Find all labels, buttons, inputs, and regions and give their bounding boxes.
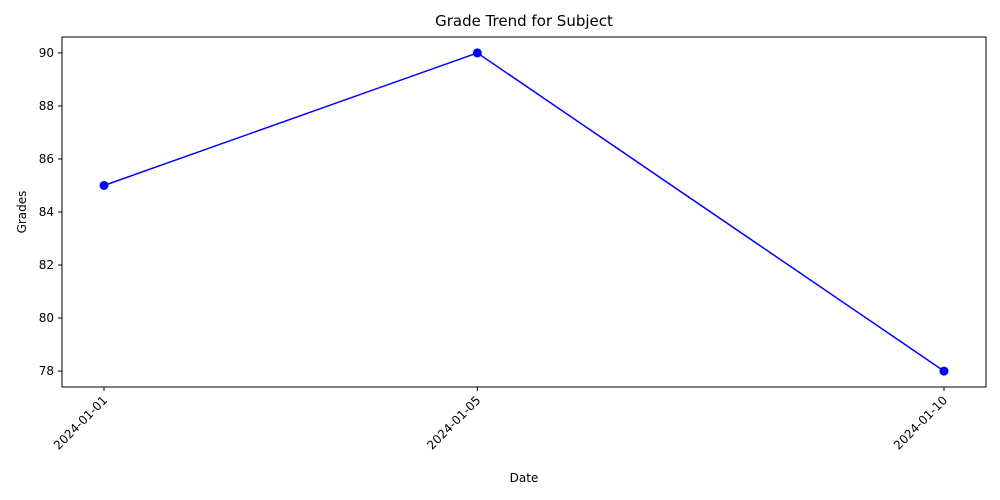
y-axis: 78 80 82 84 86 88 90	[39, 46, 62, 378]
y-tick-label: 84	[39, 205, 54, 219]
y-tick-label: 80	[39, 311, 54, 325]
data-point	[99, 180, 109, 190]
data-point	[939, 366, 949, 376]
plot-area	[61, 36, 987, 388]
x-tick-label: 2024-01-01	[51, 393, 110, 452]
x-axis: 2024-01-01 2024-01-05 2024-01-10	[51, 387, 950, 452]
x-tick-label: 2024-01-05	[424, 393, 483, 452]
y-tick-label: 90	[39, 46, 54, 60]
x-axis-label: Date	[510, 471, 539, 485]
plot-frame	[61, 36, 987, 388]
y-tick-label: 82	[39, 258, 54, 272]
y-tick-label: 78	[39, 364, 54, 378]
x-tick-label: 2024-01-10	[891, 393, 950, 452]
chart-title: Grade Trend for Subject	[435, 12, 613, 30]
y-axis-label: Grades	[15, 191, 29, 234]
data-point	[472, 48, 482, 58]
y-tick-label: 86	[39, 152, 54, 166]
y-tick-label: 88	[39, 99, 54, 113]
series-line	[103, 52, 945, 372]
